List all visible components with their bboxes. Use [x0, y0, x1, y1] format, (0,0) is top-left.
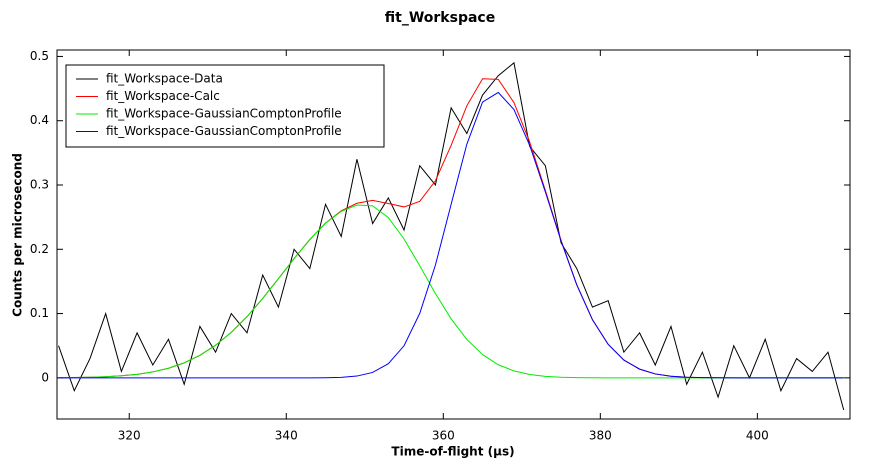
legend-label: fit_Workspace-Calc	[106, 89, 220, 103]
x-tick-label: 400	[746, 429, 769, 443]
legend-box	[65, 64, 385, 148]
x-tick-label: 340	[275, 429, 298, 443]
y-tick-label: 0	[41, 370, 49, 384]
y-tick-label: 0.3	[30, 178, 49, 192]
chart-title: fit_Workspace	[385, 10, 495, 26]
legend-label: fit_Workspace-GaussianComptonProfile	[106, 107, 342, 121]
series-line	[58, 61, 845, 411]
series-line	[58, 204, 844, 379]
y-tick-label: 0.5	[30, 49, 49, 63]
y-axis-label: Counts per microsecond	[11, 153, 25, 317]
y-tick-label: 0.2	[30, 242, 49, 256]
legend-label: fit_Workspace-Data	[106, 72, 223, 86]
y-tick-label: 0.4	[30, 113, 49, 127]
legend-label: fit_Workspace-GaussianComptonProfile	[106, 124, 342, 138]
y-tick-label: 0.1	[30, 306, 49, 320]
plot-frame	[56, 49, 851, 420]
x-tick-label: 320	[118, 429, 141, 443]
x-tick-label: 380	[589, 429, 612, 443]
series-line	[58, 91, 844, 379]
x-tick-label: 360	[432, 429, 455, 443]
x-axis-label: Time-of-flight (μs)	[391, 445, 514, 459]
